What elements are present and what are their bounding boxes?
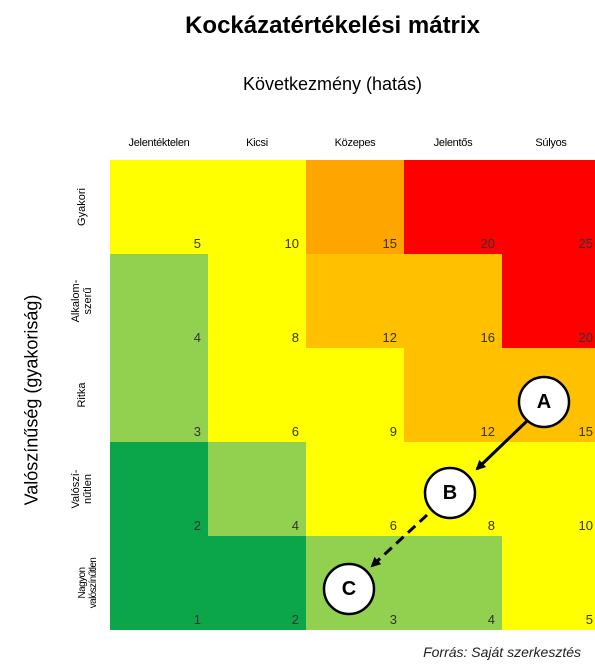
cell-value: 20 [480, 236, 495, 251]
cell-value: 12 [382, 330, 397, 345]
cell-value: 6 [291, 424, 299, 439]
cell-value: 10 [578, 518, 593, 533]
cell-value: 4 [291, 518, 299, 533]
column-header-5: Súlyos [535, 137, 567, 149]
matrix-cell: 6 [306, 442, 404, 536]
column-header-2: Kicsi [246, 137, 268, 149]
matrix-cell: 12 [404, 348, 502, 442]
matrix-cell: 6 [208, 348, 306, 442]
cell-value: 16 [480, 330, 495, 345]
matrix-cell: 25 [502, 160, 595, 254]
cell-value: 2 [291, 612, 299, 627]
matrix-cell: 1 [110, 536, 208, 630]
arrow-b-to-c [370, 513, 429, 568]
marker-a-label: A [536, 391, 552, 413]
column-header-4: Jelentős [433, 137, 473, 149]
cell-value: 4 [487, 612, 495, 627]
cell-value: 8 [487, 518, 495, 533]
cell-value: 12 [480, 424, 495, 439]
marker-a-circle [517, 375, 571, 429]
matrix-cell: 10 [502, 442, 595, 536]
marker-c-label: C [341, 578, 357, 600]
column-header-1: Jelentéktelen [128, 137, 190, 149]
source-note: Forrás: Saját szerkesztés [423, 644, 581, 660]
cell-value: 3 [193, 424, 201, 439]
x-axis-title: Következmény (hatás) [242, 74, 423, 94]
marker-b-circle [423, 466, 477, 520]
cell-value: 25 [578, 236, 593, 251]
cell-value: 15 [382, 236, 397, 251]
matrix-cell: 5 [502, 536, 595, 630]
matrix-cell: 4 [110, 254, 208, 348]
matrix-cell: 20 [404, 160, 502, 254]
cell-value: 2 [193, 518, 201, 533]
cell-value: 4 [193, 330, 201, 345]
matrix-cell: 5 [110, 160, 208, 254]
cell-value: 3 [389, 612, 397, 627]
matrix-title: Kockázatértékelési mátrix [185, 12, 480, 39]
matrix-cell: 4 [404, 536, 502, 630]
matrix-cell: 2 [208, 536, 306, 630]
cell-value: 15 [578, 424, 593, 439]
matrix-cell: 20 [502, 254, 595, 348]
cell-value: 10 [284, 236, 299, 251]
cell-value: 5 [585, 612, 593, 627]
cell-value: 5 [193, 236, 201, 251]
cell-value: 9 [389, 424, 397, 439]
cell-value: 6 [389, 518, 397, 533]
marker-c-circle [322, 562, 376, 616]
matrix-cell: 3 [110, 348, 208, 442]
cell-value: 1 [193, 612, 201, 627]
matrix-cell: 8 [208, 254, 306, 348]
matrix-cell: 10 [208, 160, 306, 254]
matrix-cell: 9 [306, 348, 404, 442]
matrix-cell: 12 [306, 254, 404, 348]
matrix-cell: 15 [306, 160, 404, 254]
marker-b-label: B [442, 482, 458, 504]
cell-value: 20 [578, 330, 593, 345]
matrix-cell: 4 [208, 442, 306, 536]
arrow-a-to-b [475, 418, 530, 471]
column-header-3: Közepes [334, 137, 376, 149]
matrix-cell: 2 [110, 442, 208, 536]
cell-value: 8 [291, 330, 299, 345]
matrix-cell: 16 [404, 254, 502, 348]
